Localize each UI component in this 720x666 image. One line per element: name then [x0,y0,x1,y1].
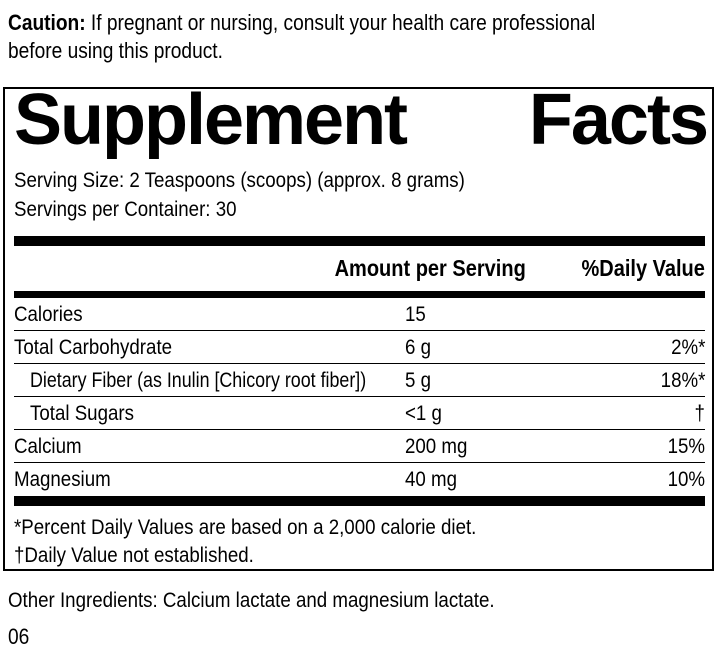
row-daily-value [545,302,705,327]
table-row-calcium: Calcium 200 mg 15% [14,430,705,463]
supplement-facts-panel: Supplement Facts Serving Size: 2 Teaspoo… [3,80,714,571]
row-name: Total Sugars [30,400,134,425]
table-header-row: Amount per Serving %Daily Value [5,246,712,291]
serving-info: Serving Size: 2 Teaspoons (scoops) (appr… [5,166,712,224]
row-amount: 200 mg [405,433,468,458]
table-row-dietary-fiber: Dietary Fiber (as Inulin [Chicory root f… [14,364,705,397]
footnote-daily-value-not-established: †Daily Value not established. [14,543,254,567]
panel-title: Supplement Facts [5,80,712,160]
row-name: Dietary Fiber (as Inulin [Chicory root f… [30,367,367,392]
row-name: Calcium [14,433,82,458]
panel-title-right: Facts [528,80,709,160]
row-amount: 40 mg [405,467,457,491]
caution-line-1: Caution: If pregnant or nursing, consult… [8,9,720,37]
row-name: Magnesium [14,467,111,491]
row-name: Total Carbohydrate [14,334,173,359]
row-daily-value: 2%* [670,334,705,359]
nutrient-table: Calories 15 Total Carbohydrate 6 g 2%* D… [14,298,705,496]
thick-rule-bottom [14,496,705,506]
column-header-daily-value: %Daily Value [581,255,705,281]
table-row-total-carbohydrate: Total Carbohydrate 6 g 2%* [14,331,705,364]
row-amount: 6 g [405,334,432,359]
serving-size: Serving Size: 2 Teaspoons (scoops) (appr… [14,168,465,192]
row-name: Calories [14,301,83,326]
panel-title-left: Supplement [14,80,408,160]
column-header-amount: Amount per Serving [334,255,526,281]
caution-text: Caution: If pregnant or nursing, consult… [8,9,720,65]
row-amount: 5 g [405,367,432,392]
caution-line-2: before using this product. [8,38,223,63]
row-daily-value: 15% [667,433,705,458]
servings-per-container: Servings per Container: 30 [14,197,237,221]
caution-label: Caution: [8,10,86,35]
other-ingredients: Other Ingredients: Calcium lactate and m… [8,588,495,612]
caution-line-1-text: If pregnant or nursing, consult your hea… [90,10,596,35]
row-amount: 15 [405,301,426,326]
footnotes: *Percent Daily Values are based on a 2,0… [5,506,712,569]
row-daily-value: 18%* [660,367,705,392]
row-daily-value: 10% [667,467,705,491]
footnote-percent-daily-values: *Percent Daily Values are based on a 2,0… [14,515,477,539]
row-amount: <1 g [405,400,442,425]
row-daily-value: † [694,400,705,425]
table-row-magnesium: Magnesium 40 mg 10% [14,463,705,496]
thick-rule-header [14,291,705,298]
label-code: 06 [8,624,30,649]
table-row-total-sugars: Total Sugars <1 g † [14,397,705,430]
thick-rule-top [14,236,705,246]
table-row-calories: Calories 15 [14,298,705,331]
